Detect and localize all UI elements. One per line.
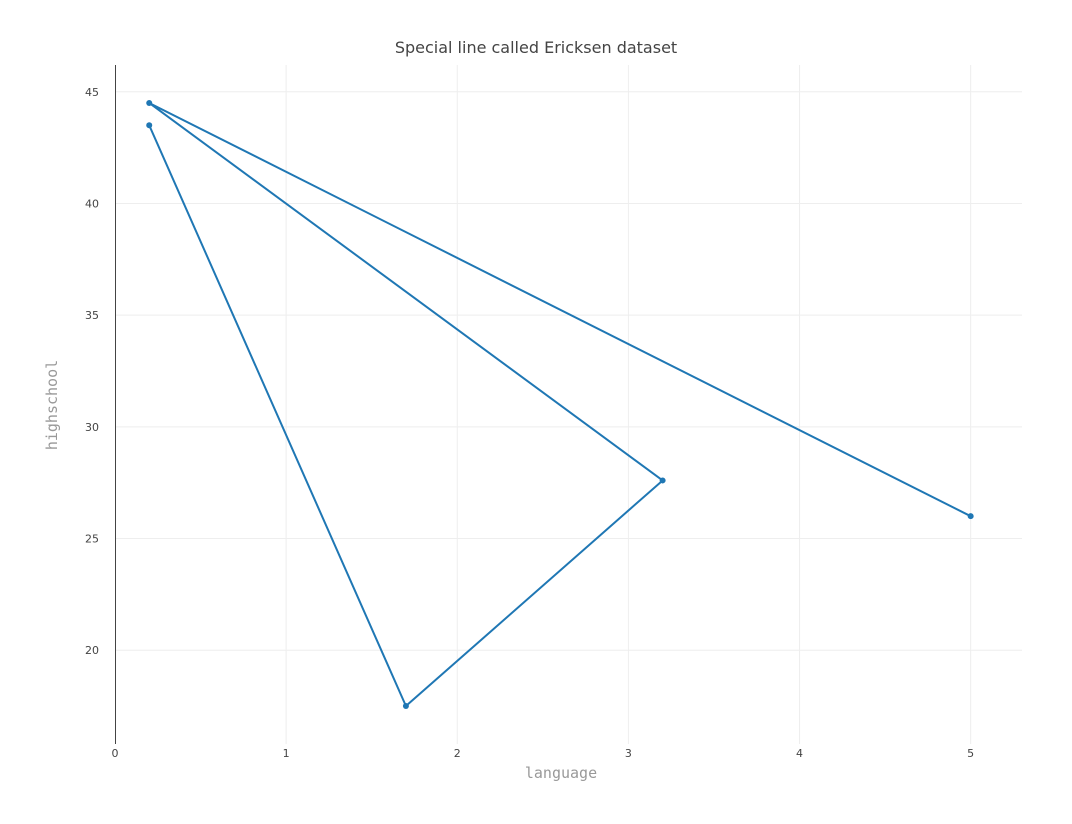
y-tick-label: 35 [85,309,99,322]
series-line [148,101,972,708]
x-tick-label: 1 [283,747,290,760]
y-tick-label: 25 [85,533,99,546]
x-tick-label: 2 [454,747,461,760]
y-axis-ticks: 20 25 30 35 40 45 [85,86,99,657]
x-tick-label: 5 [967,747,974,760]
y-tick-label: 40 [85,197,99,210]
y-tick-label: 30 [85,421,99,434]
x-tick-label: 4 [796,747,803,760]
grid [115,65,1022,744]
data-point[interactable] [967,513,974,520]
y-axis-title: highschool [43,360,61,450]
data-point[interactable] [146,122,153,129]
series-layer [146,99,974,710]
chart-title: Special line called Ericksen dataset [395,38,677,57]
x-axis-title: language [525,764,597,782]
data-point[interactable] [146,99,153,106]
x-axis-ticks: 0 1 2 3 4 5 [112,747,975,760]
data-point[interactable] [659,477,666,484]
y-tick-label: 20 [85,644,99,657]
x-tick-label: 0 [112,747,119,760]
x-tick-label: 3 [625,747,632,760]
data-point[interactable] [402,703,409,710]
y-tick-label: 45 [85,86,99,99]
